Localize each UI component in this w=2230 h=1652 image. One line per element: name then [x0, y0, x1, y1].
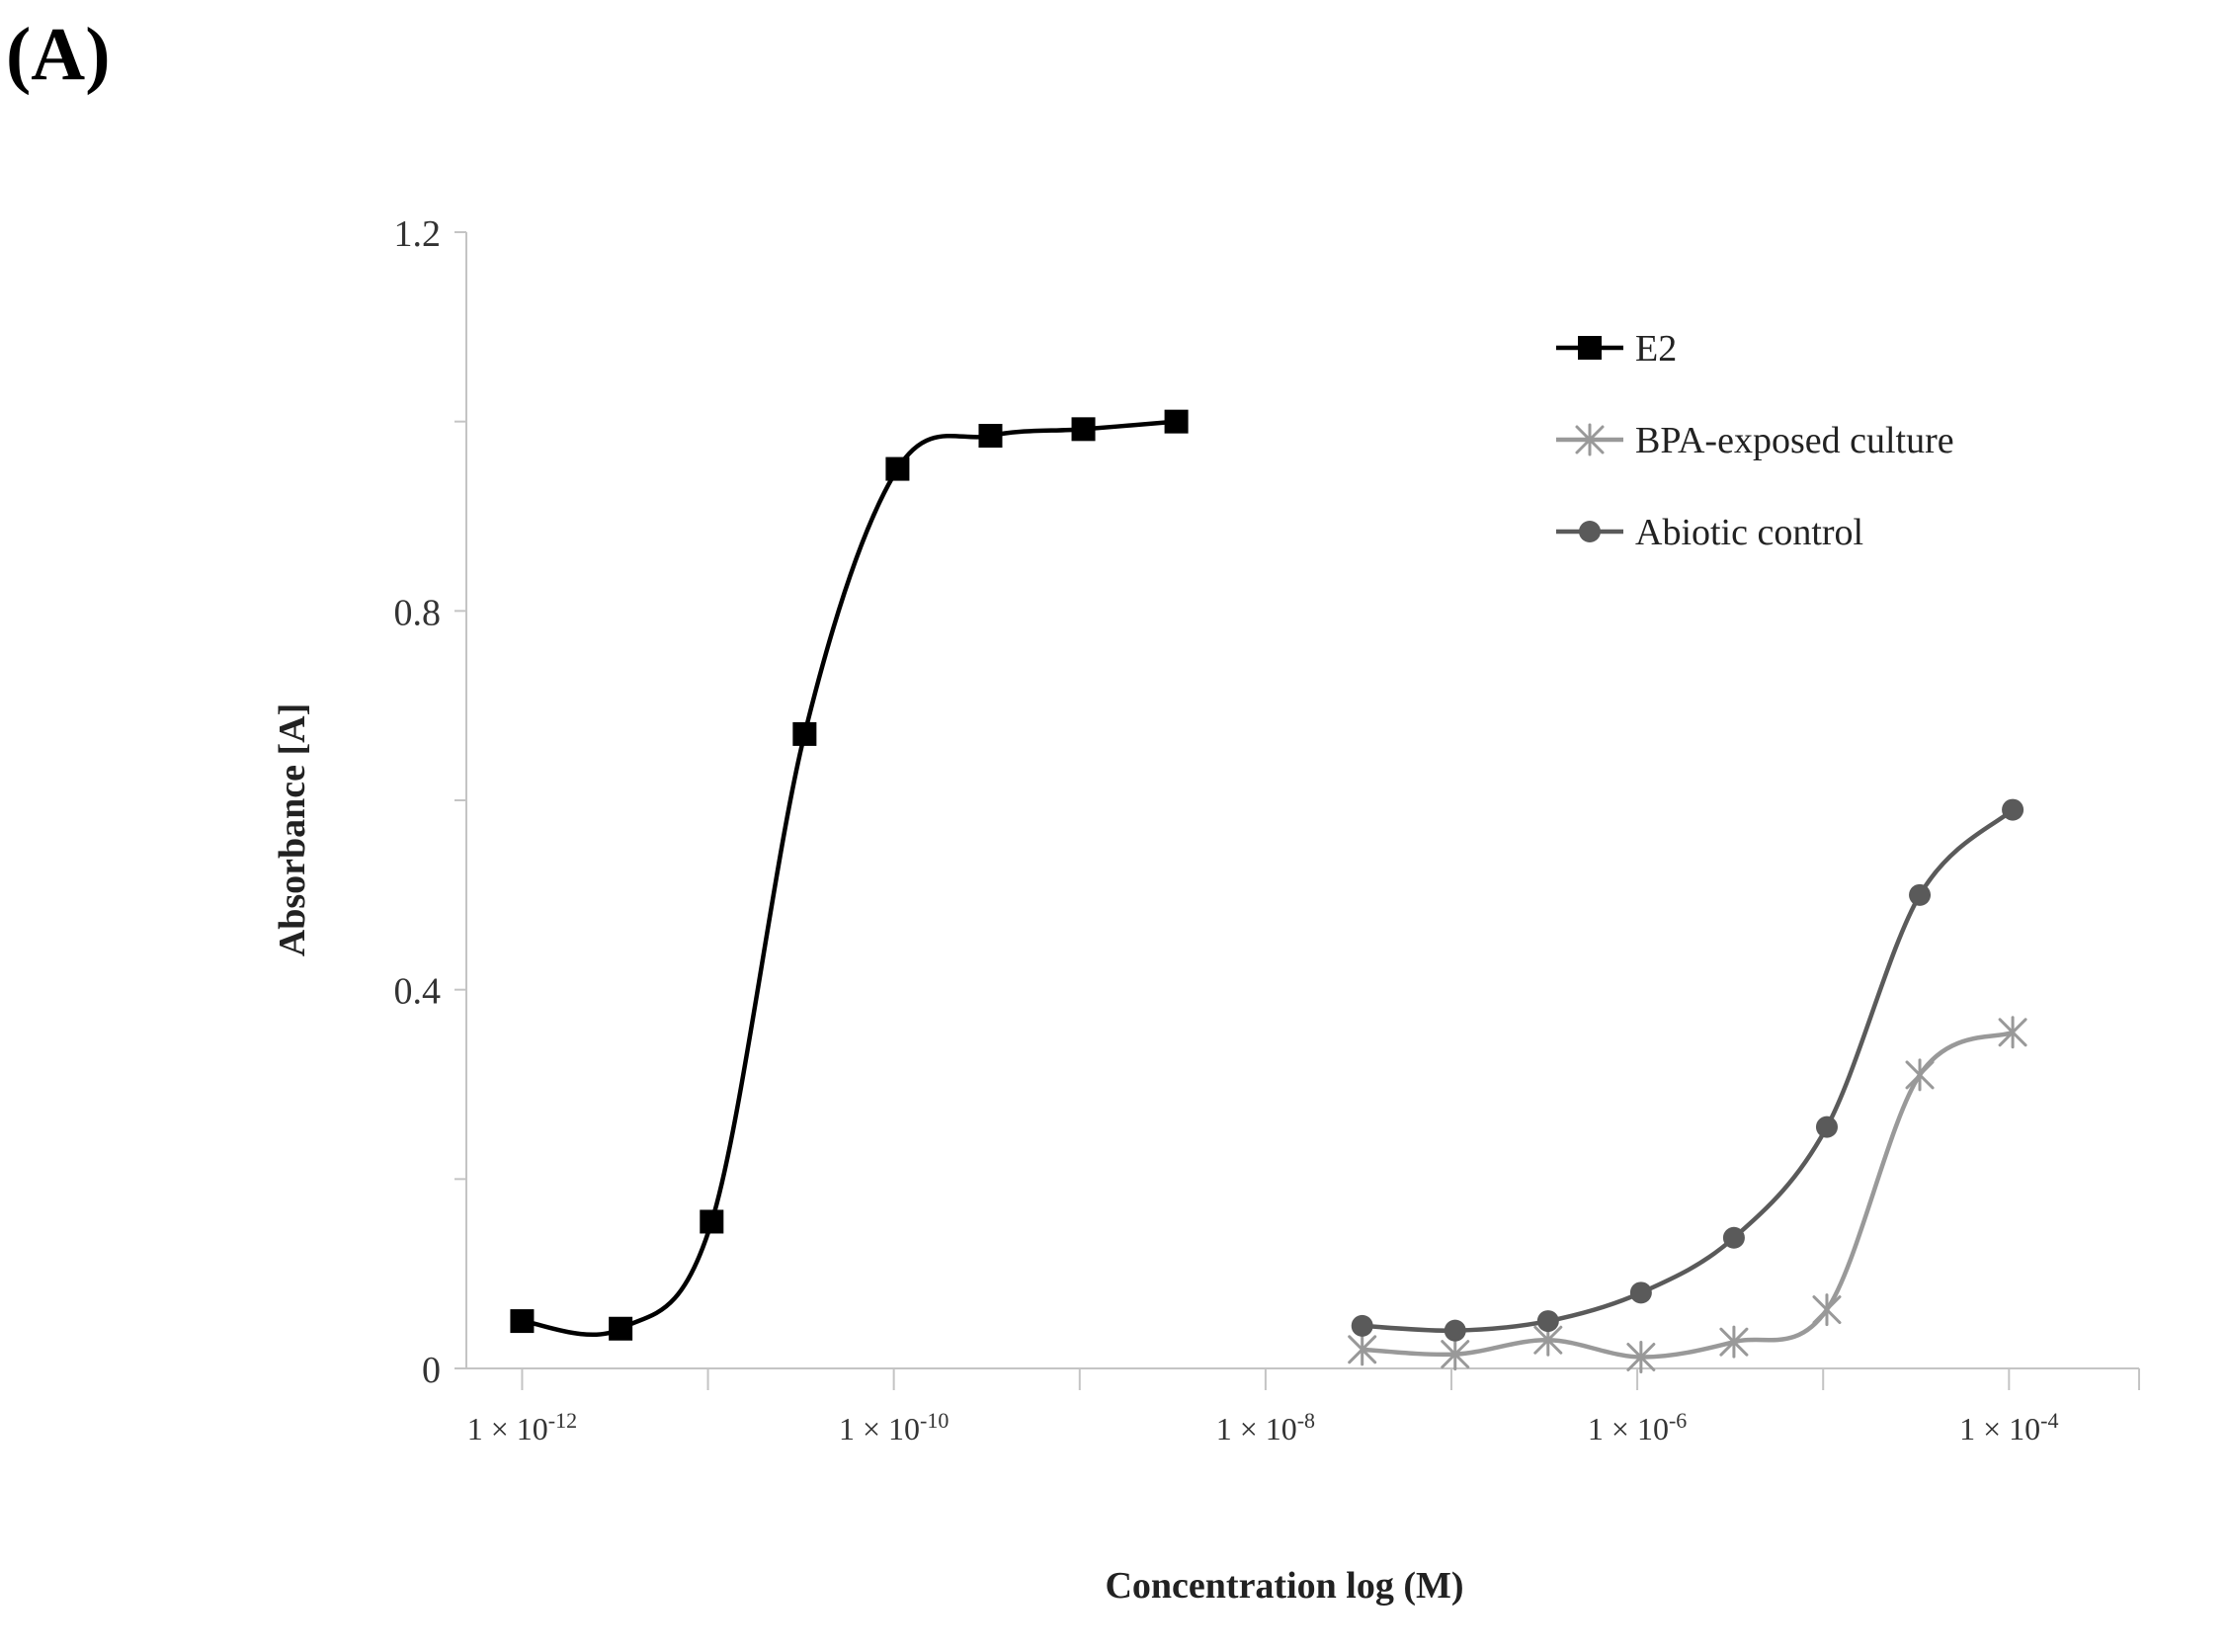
data-point-bpa-exposed-culture — [1719, 1325, 1749, 1359]
data-point-abiotic-control — [1536, 1310, 1559, 1333]
legend-label: E2 — [1635, 328, 1677, 370]
data-point-e2 — [978, 424, 1003, 449]
panel-label: (A) — [6, 13, 111, 96]
x-tick-label: 1 × 10-4 — [1959, 1408, 2058, 1446]
data-point-e2 — [700, 1209, 724, 1234]
y-tick-label: 0.4 — [394, 971, 442, 1013]
data-point-abiotic-control — [1815, 1115, 1838, 1138]
data-point-e2 — [510, 1309, 535, 1334]
y-axis-title: Absorbance [A] — [272, 703, 313, 956]
x-axis-title: Concentration log (M) — [1105, 1565, 1463, 1607]
data-point-e2 — [609, 1316, 633, 1341]
data-point-abiotic-control — [2002, 798, 2024, 821]
legend-swatch-marker — [1578, 336, 1602, 360]
series — [510, 409, 2027, 1373]
data-point-abiotic-control — [1629, 1281, 1652, 1304]
legend-item-e2: E2 — [1556, 328, 1677, 370]
data-point-e2 — [885, 456, 910, 481]
legend-swatch-marker — [1579, 521, 1601, 542]
legend-swatch-marker — [1575, 423, 1605, 456]
data-point-bpa-exposed-culture — [1441, 1338, 1470, 1371]
data-point-abiotic-control — [1909, 883, 1932, 906]
y-tick-label: 0.8 — [394, 592, 442, 633]
legend-item-bpa-exposed-culture: BPA-exposed culture — [1556, 420, 1954, 461]
y-tick-label: 0 — [422, 1350, 441, 1391]
series-abiotic-control — [1351, 798, 2024, 1342]
legend-item-abiotic-control: Abiotic control — [1556, 512, 1863, 553]
axis-ticks: 0 0.4 0.8 1.2 1 × 10-12 1 × 10-10 1 × 10-8 1 × … — [394, 213, 2140, 1446]
data-point-abiotic-control — [1444, 1319, 1466, 1342]
series-e2 — [510, 409, 1189, 1341]
series-bpa-exposed-culture — [1348, 1016, 2027, 1373]
legend-label: BPA-exposed culture — [1635, 420, 1954, 461]
data-point-bpa-exposed-culture — [1626, 1341, 1656, 1373]
data-point-abiotic-control — [1351, 1314, 1373, 1337]
data-point-bpa-exposed-culture — [1998, 1016, 2027, 1049]
data-point-bpa-exposed-culture — [1905, 1058, 1935, 1092]
data-point-abiotic-control — [1722, 1226, 1745, 1249]
x-tick-label: 1 × 10-10 — [839, 1408, 949, 1446]
data-point-bpa-exposed-culture — [1348, 1333, 1377, 1366]
series-line-e2 — [522, 419, 1177, 1338]
y-tick-label: 1.2 — [394, 213, 442, 255]
legend-label: Abiotic control — [1635, 512, 1863, 553]
data-point-e2 — [1164, 409, 1189, 434]
data-point-bpa-exposed-culture — [1812, 1293, 1842, 1327]
legend: E2 BPA-exposed culture Abiotic control — [1556, 328, 1954, 553]
x-tick-label: 1 × 10-8 — [1216, 1408, 1315, 1446]
x-tick-label: 1 × 10-6 — [1588, 1408, 1687, 1446]
data-point-e2 — [1071, 417, 1096, 442]
data-point-e2 — [792, 721, 817, 746]
x-tick-label: 1 × 10-12 — [467, 1408, 577, 1446]
